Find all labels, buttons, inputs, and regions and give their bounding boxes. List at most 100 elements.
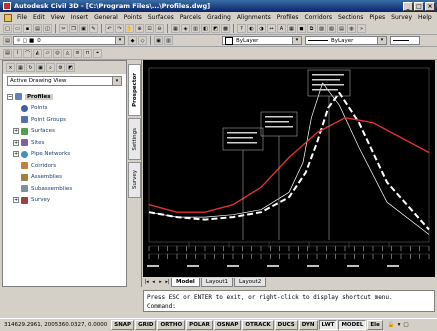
command-prompt[interactable]: Command: [147, 303, 176, 310]
menu-insert[interactable]: Insert [70, 14, 89, 21]
properties-icon[interactable]: ▦ [171, 24, 180, 33]
menu-parcels[interactable]: Parcels [179, 14, 201, 21]
toolspace-options-icon[interactable]: ▦ [16, 63, 25, 72]
tree-node-corridors[interactable]: Corridors [7, 160, 122, 172]
layer-tool-icon[interactable]: ◐ [247, 24, 256, 33]
toolspace-prospector-icon[interactable]: ▣ [36, 63, 45, 72]
linetype-dropdown[interactable]: ByLayer ▾ [305, 36, 387, 45]
surface-tool-icon[interactable]: ◭ [33, 48, 42, 58]
cut-icon[interactable]: ✂ [59, 24, 68, 33]
menu-pipes[interactable]: Pipes [369, 14, 386, 21]
lock-icon[interactable]: 🔒 [387, 322, 395, 328]
menu-grading[interactable]: Grading [206, 14, 231, 21]
style-tool-icon[interactable]: ◑ [257, 24, 266, 33]
tree-node-assemblies[interactable]: Assemblies [7, 172, 122, 184]
make-current-icon[interactable]: ◆ [128, 36, 137, 45]
more-tools-icon[interactable]: » [357, 24, 366, 33]
app-icon[interactable] [3, 2, 11, 10]
otrack-toggle[interactable]: OTRACK [242, 320, 274, 330]
menu-help[interactable]: Help [418, 14, 432, 21]
osnap-toggle[interactable]: OSNAP [213, 320, 242, 330]
coordinate-readout[interactable]: 314629.2961, 2005360.0327, 0.0000 [4, 322, 108, 328]
section-tool-icon[interactable]: ⊓ [83, 48, 92, 58]
grid-toggle[interactable]: GRID [135, 320, 157, 330]
layer-previous-icon[interactable]: ◇ [138, 36, 147, 45]
prospector-toggle-icon[interactable]: ▤ [3, 48, 12, 58]
expand-icon[interactable]: + [13, 151, 19, 158]
tree-node-points[interactable]: Points [7, 103, 122, 115]
menu-points[interactable]: Points [123, 14, 142, 21]
zoom-realtime-icon[interactable]: ⊕ [135, 24, 144, 33]
tool-palettes-icon[interactable]: ▥ [191, 24, 200, 33]
tab-model[interactable]: Model [171, 277, 200, 287]
chevron-down-icon[interactable]: ▾ [112, 77, 121, 85]
snap-toggle[interactable]: SNAP [111, 320, 135, 330]
sheet-set-icon[interactable]: ◧ [201, 24, 210, 33]
gradient-tool-icon[interactable]: ▤ [337, 24, 346, 33]
match-icon[interactable]: ✎ [89, 24, 98, 33]
ducs-toggle[interactable]: DUCS [274, 320, 298, 330]
toolspace-close-icon[interactable]: × [6, 63, 15, 72]
tab-settings[interactable]: Settings [128, 118, 141, 160]
copy-icon[interactable]: ❐ [69, 24, 78, 33]
tab-prospector[interactable]: Prospector [128, 64, 141, 116]
model-toggle[interactable]: MODEL [338, 320, 367, 330]
toolspace-refresh-icon[interactable]: ↻ [26, 63, 35, 72]
minimize-button[interactable]: _ [403, 1, 413, 11]
zoom-window-icon[interactable]: ⊡ [145, 24, 154, 33]
toolspace-survey-icon[interactable]: ◩ [66, 63, 75, 72]
layer-manager-icon[interactable]: ▤ [3, 36, 12, 45]
menu-sections[interactable]: Sections [337, 14, 364, 21]
open-icon[interactable]: ▭ [13, 24, 22, 33]
save-icon[interactable]: ▪ [23, 24, 32, 33]
annotation-scale[interactable]: Ele [367, 320, 383, 330]
hatch-tool-icon[interactable]: ▧ [327, 24, 336, 33]
drawing-canvas[interactable] [143, 60, 435, 277]
dim-tool-icon[interactable]: ↔ [267, 24, 276, 33]
text-tool-icon[interactable]: A [277, 24, 286, 33]
tray-settings-icon[interactable]: ▾ [397, 322, 401, 328]
close-button[interactable]: × [425, 1, 435, 11]
view-selector[interactable]: Active Drawing View ▾ [7, 76, 122, 86]
lineweight-dropdown[interactable] [390, 36, 420, 45]
chevron-down-icon[interactable]: ▾ [115, 37, 124, 44]
tree-node-survey[interactable]: + Survey [7, 195, 122, 207]
menu-survey[interactable]: Survey [391, 14, 413, 21]
expand-icon[interactable]: + [13, 128, 19, 135]
menu-file[interactable]: File [17, 14, 28, 21]
grading-tool-icon[interactable]: ◬ [63, 48, 72, 58]
zoom-previous-icon[interactable]: ⊖ [155, 24, 164, 33]
chevron-down-icon[interactable]: ▾ [377, 37, 386, 44]
first-tab-icon[interactable]: |◂ [144, 279, 149, 285]
lwt-toggle[interactable]: LWT [318, 320, 338, 330]
toolspace-search-icon[interactable]: ⌕ [46, 63, 55, 72]
paste-icon[interactable]: ▣ [79, 24, 88, 33]
preview-icon[interactable]: ◫ [43, 24, 52, 33]
calculator-icon[interactable]: ▩ [221, 24, 230, 33]
table-tool-icon[interactable]: ▦ [287, 24, 296, 33]
toolspace-settings-icon[interactable]: ⚙ [56, 63, 65, 72]
maximize-button[interactable]: □ [414, 1, 424, 11]
tree-node-pipe-networks[interactable]: + Pipe Networks [7, 149, 122, 161]
ortho-toggle[interactable]: ORTHO [157, 320, 186, 330]
command-line[interactable]: Press ESC or ENTER to exit, or right-cli… [143, 290, 435, 312]
xref-tool-icon[interactable]: ⧉ [307, 24, 316, 33]
survey-tool-icon[interactable]: ⌖ [93, 48, 102, 58]
dyn-toggle[interactable]: DYN [298, 320, 318, 330]
image-tool-icon[interactable]: ▨ [317, 24, 326, 33]
profile-tool-icon[interactable]: ⌒ [23, 48, 32, 58]
redo-icon[interactable]: ↷ [115, 24, 124, 33]
region-tool-icon[interactable]: ◍ [347, 24, 356, 33]
chevron-down-icon[interactable]: ▾ [292, 37, 301, 44]
layer-dropdown[interactable]: ☼ ◻ ■ 0 ▾ [13, 36, 125, 45]
prev-tab-icon[interactable]: ◂ [152, 279, 155, 285]
print-icon[interactable]: ▤ [33, 24, 42, 33]
new-icon[interactable]: □ [3, 24, 12, 33]
block-tool-icon[interactable]: ◼ [297, 24, 306, 33]
corridor-tool-icon[interactable]: ≡ [73, 48, 82, 58]
last-tab-icon[interactable]: ▸| [165, 279, 170, 285]
tab-survey[interactable]: Survey [128, 162, 141, 198]
tree-node-subassemblies[interactable]: Subassemblies [7, 183, 122, 195]
menu-profiles[interactable]: Profiles [276, 14, 299, 21]
tree-node-point-groups[interactable]: Point Groups [7, 114, 122, 126]
